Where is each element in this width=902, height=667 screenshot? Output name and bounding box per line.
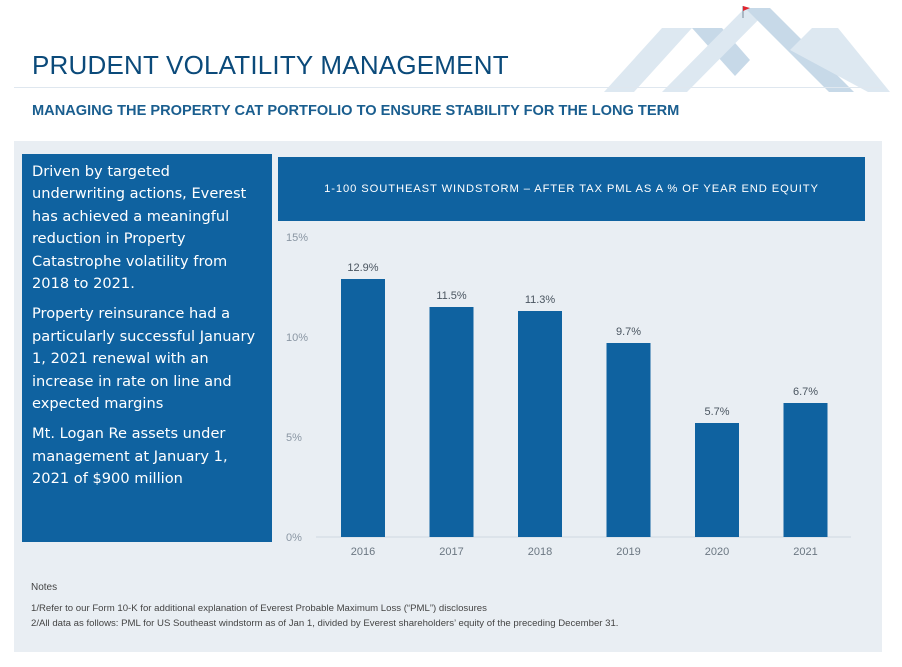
data-label: 5.7% (704, 406, 729, 418)
note-item: 1/Refer to our Form 10-K for additional … (31, 603, 487, 614)
x-tick-label: 2017 (439, 546, 463, 558)
x-tick-label: 2021 (793, 546, 817, 558)
x-tick-label: 2018 (528, 546, 552, 558)
x-tick-label: 2020 (705, 546, 729, 558)
y-tick-label: 10% (286, 332, 308, 344)
bar-2019 (606, 343, 651, 537)
data-label: 11.5% (436, 290, 467, 302)
bar-2021 (783, 403, 828, 537)
note-item: 2/All data as follows: PML for US Southe… (31, 618, 619, 629)
data-label: 6.7% (793, 386, 818, 398)
y-tick-label: 5% (286, 432, 302, 444)
highlight-paragraph: Property reinsurance had a particularly … (32, 305, 256, 413)
highlights-box: Driven by targeted underwriting actions,… (22, 154, 272, 542)
page-subtitle: MANAGING THE PROPERTY CAT PORTFOLIO TO E… (32, 103, 680, 119)
highlight-paragraph: Mt. Logan Re assets under management at … (32, 425, 228, 488)
page-title: PRUDENT VOLATILITY MANAGEMENT (32, 50, 509, 80)
mountain-logo-icon (604, 6, 890, 92)
notes-section: Notes 1/Refer to our Form 10-K for addit… (31, 582, 618, 629)
bar-chart: 0% 5% 10% 15% 12.9% 2016 11.5% 2017 11.3% 2018 9.7… (286, 232, 851, 558)
y-tick-label: 0% (286, 532, 302, 544)
highlight-paragraph: Driven by targeted underwriting actions,… (32, 163, 247, 293)
chart-title: 1-100 SOUTHEAST WINDSTORM – AFTER TAX PM… (278, 157, 865, 221)
x-tick-label: 2019 (616, 546, 640, 558)
title-divider (14, 87, 882, 88)
bar-2016 (341, 279, 385, 537)
x-tick-label: 2016 (351, 546, 375, 558)
flag-icon (743, 6, 750, 11)
data-label: 11.3% (525, 294, 556, 306)
bar-2017 (429, 307, 474, 537)
data-label: 12.9% (347, 262, 378, 274)
bar-2018 (518, 311, 562, 537)
bar-2020 (695, 423, 739, 537)
notes-label: Notes (31, 582, 58, 593)
y-tick-label: 15% (286, 232, 308, 244)
data-label: 9.7% (616, 326, 641, 338)
